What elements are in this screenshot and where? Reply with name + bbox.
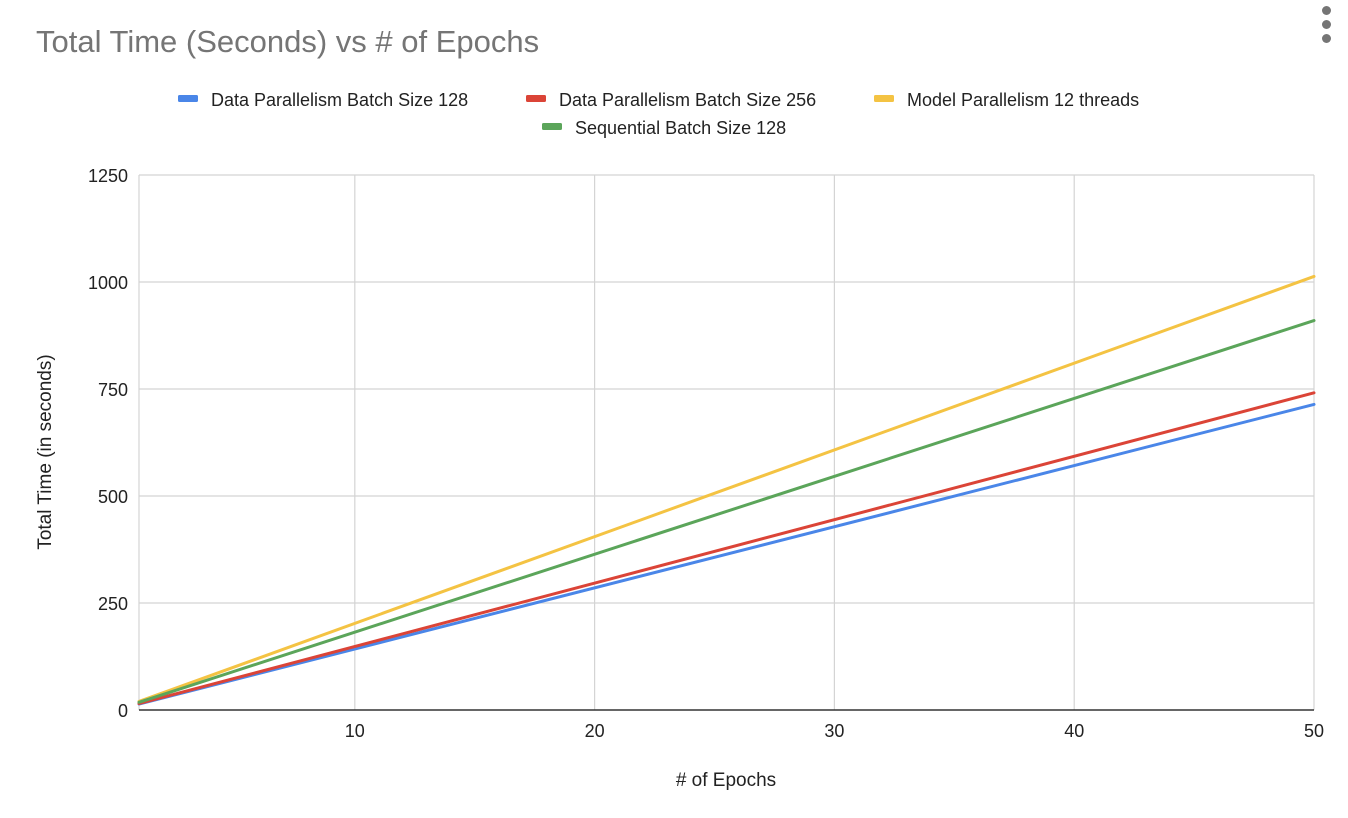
legend-label: Model Parallelism 12 threads [907, 90, 1139, 110]
x-tick-label: 20 [585, 721, 605, 741]
menu-dot [1321, 33, 1331, 43]
x-tick-label: 40 [1064, 721, 1084, 741]
x-axis-label: # of Epochs [676, 770, 776, 791]
legend-swatch [178, 95, 198, 102]
y-tick-label: 1250 [88, 166, 128, 186]
legend-label: Sequential Batch Size 128 [575, 118, 786, 138]
y-tick-label: 500 [98, 487, 128, 507]
y-tick-label: 0 [118, 701, 128, 721]
series-line [137, 402, 1316, 706]
menu-dot [1321, 19, 1331, 29]
x-tick-label: 30 [824, 721, 844, 741]
legend-label: Data Parallelism Batch Size 128 [211, 90, 468, 110]
more-options-icon[interactable] [1312, 4, 1340, 44]
series-line [137, 391, 1316, 706]
y-axis-label: Total Time (in seconds) [35, 354, 56, 549]
y-tick-label: 250 [98, 594, 128, 614]
menu-dot [1321, 5, 1331, 15]
gridlines [138, 174, 1315, 710]
legend-swatch [874, 95, 894, 102]
legend: Data Parallelism Batch Size 128 Data Para… [178, 90, 1139, 138]
legend-swatch [526, 95, 546, 102]
chart-title: Total Time (Seconds) vs # of Epochs [36, 24, 540, 59]
x-tick-label: 50 [1304, 721, 1324, 741]
legend-label: Data Parallelism Batch Size 256 [559, 90, 816, 110]
axes: 0 250 500 750 1000 1250 10 20 30 40 50 [88, 166, 1324, 741]
x-tick-label: 10 [345, 721, 365, 741]
series-lines [137, 274, 1316, 706]
legend-swatch [542, 123, 562, 130]
y-tick-label: 750 [98, 380, 128, 400]
y-tick-label: 1000 [88, 273, 128, 293]
series-line [137, 319, 1316, 704]
series-line [137, 274, 1316, 703]
